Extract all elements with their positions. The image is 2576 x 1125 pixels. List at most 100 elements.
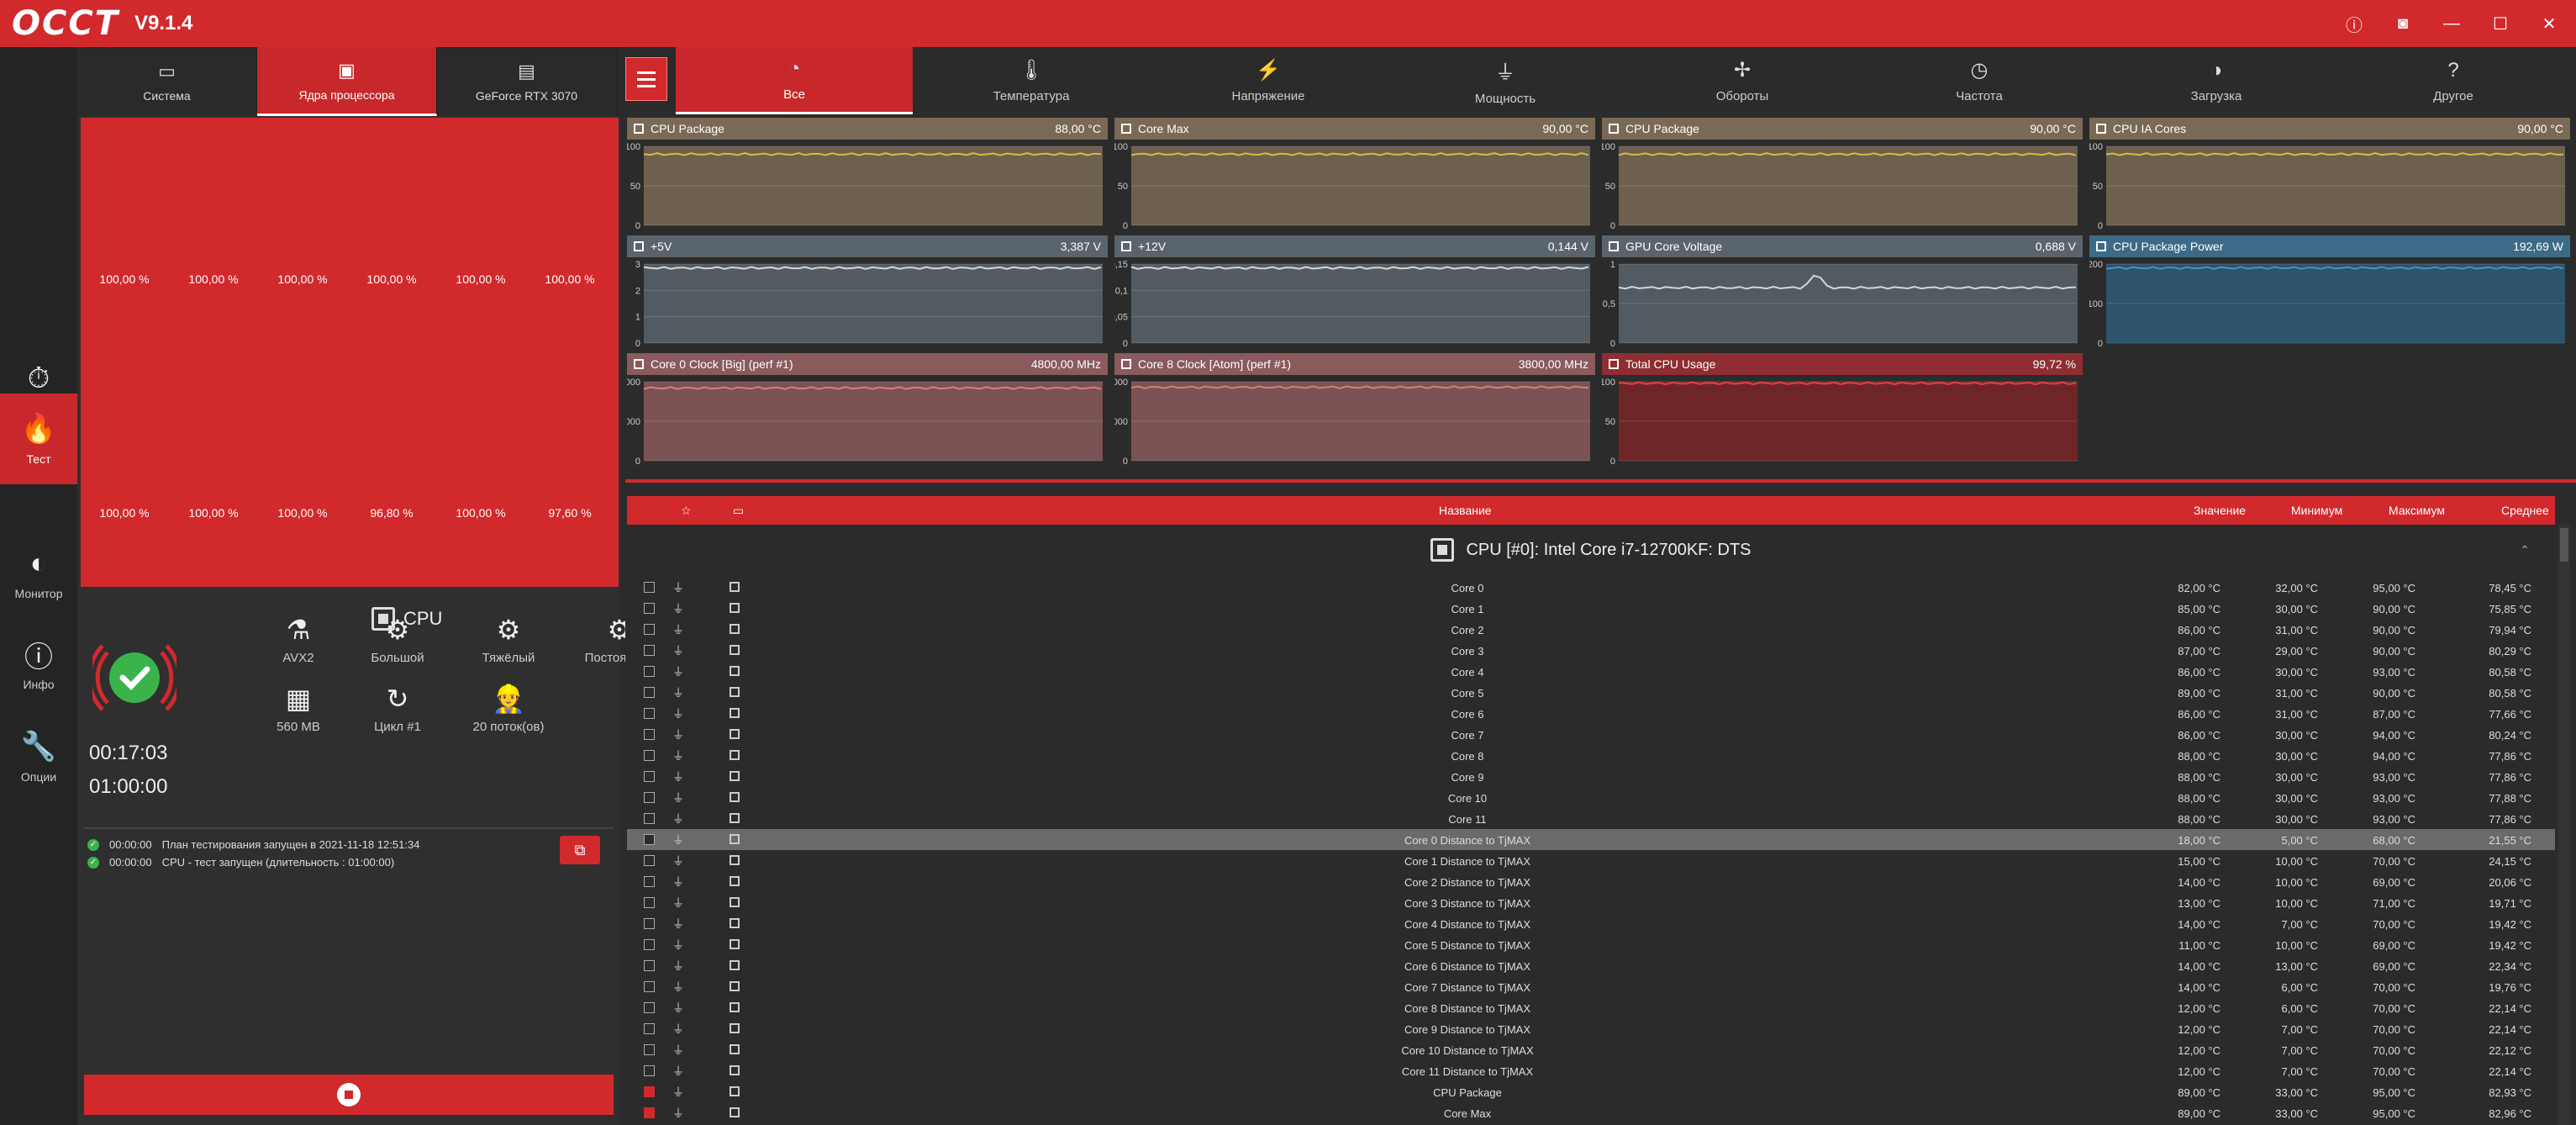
rail-item-2[interactable]: ◐ Монитор bbox=[0, 528, 77, 619]
row-checkbox[interactable] bbox=[644, 876, 655, 887]
table-row[interactable]: ⏚ Core 2 Distance to TjMAX 14,00 °C 10,00 °… bbox=[627, 871, 2555, 892]
table-row[interactable]: ⏚ Core Max 89,00 °C 33,00 °C 95,00 °C 82,96 °… bbox=[627, 1102, 2555, 1123]
thermometer-icon[interactable]: ⏚ bbox=[672, 1107, 684, 1120]
sensor-graph[interactable]: CPU Package 88,00 °C 100 50 0 bbox=[625, 118, 1108, 231]
graph-toggle-icon[interactable] bbox=[730, 603, 740, 613]
tab-2[interactable]: ⚡ Напряжение bbox=[1150, 47, 1387, 114]
graph-checkbox-icon[interactable] bbox=[1121, 359, 1131, 369]
row-checkbox[interactable] bbox=[644, 1002, 655, 1013]
camera-icon[interactable]: ◙ bbox=[2397, 13, 2409, 33]
sensor-graph[interactable]: Core 0 Clock [Big] (perf #1) 4800,00 MHz 4… bbox=[620, 353, 1108, 467]
tab-5[interactable]: ◷ Частота bbox=[1861, 47, 2098, 114]
graph-toggle-icon[interactable] bbox=[730, 1023, 740, 1033]
table-row[interactable]: ⏚ Core 9 Distance to TjMAX 12,00 °C 7,00 °C… bbox=[627, 1018, 2555, 1039]
graph-toggle-icon[interactable] bbox=[730, 1086, 740, 1096]
thermometer-icon[interactable]: ⏚ bbox=[672, 980, 684, 994]
thermometer-icon[interactable]: ⏚ bbox=[672, 1022, 684, 1036]
sensor-graph[interactable]: Total CPU Usage 99,72 % 100 50 0 bbox=[1600, 353, 2083, 467]
row-checkbox[interactable] bbox=[644, 792, 655, 803]
graph-checkbox-icon[interactable] bbox=[1609, 359, 1619, 369]
table-row[interactable]: ⏚ Core 5 Distance to TjMAX 11,00 °C 10,00 °… bbox=[627, 934, 2555, 955]
graph-toggle-icon[interactable] bbox=[730, 687, 740, 697]
scrollbar-thumb[interactable] bbox=[2560, 528, 2568, 562]
thermometer-icon[interactable]: ⏚ bbox=[672, 644, 684, 658]
row-checkbox[interactable] bbox=[644, 645, 655, 656]
row-checkbox[interactable] bbox=[644, 897, 655, 908]
graph-checkbox-icon[interactable] bbox=[1609, 241, 1619, 251]
thermometer-icon[interactable]: ⏚ bbox=[672, 749, 684, 763]
graph-toggle-icon[interactable] bbox=[730, 645, 740, 655]
row-checkbox[interactable] bbox=[644, 582, 655, 593]
info-icon[interactable]: ⓘ bbox=[2346, 16, 2363, 35]
thermometer-icon[interactable]: ⏚ bbox=[672, 707, 684, 721]
star-icon[interactable]: ☆ bbox=[681, 504, 692, 517]
graph-checkbox-icon[interactable] bbox=[634, 359, 644, 369]
column-value[interactable]: Значение bbox=[2194, 504, 2247, 517]
graph-toggle-icon[interactable] bbox=[730, 813, 740, 823]
row-checkbox[interactable] bbox=[644, 1023, 655, 1034]
table-scrollbar[interactable] bbox=[2558, 525, 2570, 1125]
graph-toggle-icon[interactable] bbox=[730, 750, 740, 760]
graph-checkbox-icon[interactable] bbox=[1609, 124, 1619, 134]
row-checkbox[interactable] bbox=[644, 960, 655, 971]
graph-checkbox-icon[interactable] bbox=[634, 241, 644, 251]
graph-toggle-icon[interactable] bbox=[730, 834, 740, 844]
row-checkbox[interactable] bbox=[644, 729, 655, 740]
graph-toggle-icon[interactable] bbox=[730, 1065, 740, 1075]
graph-toggle-icon[interactable] bbox=[730, 582, 740, 592]
table-row[interactable]: ⏚ Core 2 86,00 °C 31,00 °C 90,00 °C 79,94 °C bbox=[627, 619, 2555, 640]
thermometer-icon[interactable]: ⏚ bbox=[672, 581, 684, 594]
thermometer-icon[interactable]: ⏚ bbox=[672, 959, 684, 973]
table-row[interactable]: ⏚ Core 0 82,00 °C 32,00 °C 95,00 °C 78,45 °C bbox=[627, 577, 2555, 598]
table-row[interactable]: ⏚ Core 8 Distance to TjMAX 12,00 °C 6,00 °C… bbox=[627, 997, 2555, 1018]
tab-1[interactable]: ▣ Ядра процессора bbox=[257, 47, 437, 116]
table-row[interactable]: ⏚ Core 3 Distance to TjMAX 13,00 °C 10,00 °… bbox=[627, 892, 2555, 913]
row-checkbox[interactable] bbox=[644, 603, 655, 614]
graph-toggle-icon[interactable] bbox=[730, 939, 740, 949]
graph-toggle-icon[interactable] bbox=[730, 792, 740, 802]
sensor-group-header[interactable]: CPU [#0]: Intel Core i7-12700KF: DTS ⌃ bbox=[627, 526, 2555, 573]
graph-checkbox-icon[interactable] bbox=[2096, 124, 2106, 134]
table-row[interactable]: ⏚ Core 6 Distance to TjMAX 14,00 °C 13,00 °… bbox=[627, 955, 2555, 976]
thermometer-icon[interactable]: ⏚ bbox=[672, 938, 684, 952]
table-row[interactable]: ⏚ Core 9 88,00 °C 30,00 °C 93,00 °C 77,86 °C bbox=[627, 766, 2555, 787]
thermometer-icon[interactable]: ⏚ bbox=[672, 623, 684, 636]
panel-splitter[interactable] bbox=[625, 479, 2576, 483]
table-row[interactable]: ⏚ Core 4 Distance to TjMAX 14,00 °C 7,00 °C… bbox=[627, 913, 2555, 934]
row-checkbox[interactable] bbox=[644, 813, 655, 824]
thermometer-icon[interactable]: ⏚ bbox=[672, 1064, 684, 1078]
tab-2[interactable]: ▤ GeForce RTX 3070 bbox=[437, 47, 617, 116]
sensor-graph[interactable]: GPU Core Voltage 0,688 V 1 0,5 0 bbox=[1602, 235, 2083, 349]
thermometer-icon[interactable]: ⏚ bbox=[672, 896, 684, 910]
column-name[interactable]: Название bbox=[1439, 504, 1492, 517]
rail-item-3[interactable]: ⓘ Инфо bbox=[0, 619, 77, 710]
table-row[interactable]: ⏚ Core 5 89,00 °C 31,00 °C 90,00 °C 80,58 °C bbox=[627, 682, 2555, 703]
rail-item-1[interactable]: 🔥 Тест bbox=[0, 393, 77, 484]
graph-toggle-icon[interactable] bbox=[730, 897, 740, 907]
sensor-graph[interactable]: +5V 3,387 V 3 2 1 0 bbox=[627, 235, 1108, 349]
row-checkbox[interactable] bbox=[644, 750, 655, 761]
laptop-icon[interactable]: ▭ bbox=[733, 504, 745, 517]
column-max[interactable]: Максимум bbox=[2389, 504, 2445, 517]
sensor-graph[interactable]: CPU Package Power 192,69 W 200 100 0 bbox=[2088, 235, 2570, 349]
row-checkbox[interactable] bbox=[644, 1107, 655, 1118]
sensor-graph[interactable]: Core 8 Clock [Atom] (perf #1) 3800,00 MHz… bbox=[1108, 353, 1595, 467]
hamburger-menu-button[interactable] bbox=[625, 57, 667, 101]
graph-checkbox-icon[interactable] bbox=[2096, 241, 2106, 251]
table-row[interactable]: ⏚ Core 11 Distance to TjMAX 12,00 °C 7,00 °… bbox=[627, 1060, 2555, 1081]
graph-toggle-icon[interactable] bbox=[730, 981, 740, 991]
thermometer-icon[interactable]: ⏚ bbox=[672, 728, 684, 742]
copy-log-button[interactable]: ⧉ bbox=[560, 836, 600, 864]
tab-4[interactable]: ✢ Обороты bbox=[1624, 47, 1861, 114]
thermometer-icon[interactable]: ⏚ bbox=[672, 665, 684, 679]
table-row[interactable]: ⏚ Core 1 Distance to TjMAX 15,00 °C 10,00 °… bbox=[627, 850, 2555, 871]
thermometer-icon[interactable]: ⏚ bbox=[672, 854, 684, 868]
table-row[interactable]: ⏚ Core 1 85,00 °C 30,00 °C 90,00 °C 75,85 °C bbox=[627, 598, 2555, 619]
thermometer-icon[interactable]: ⏚ bbox=[672, 686, 684, 700]
thermometer-icon[interactable]: ⏚ bbox=[672, 875, 684, 889]
graph-toggle-icon[interactable] bbox=[730, 771, 740, 781]
minimize-icon[interactable]: — bbox=[2443, 13, 2460, 33]
graph-checkbox-icon[interactable] bbox=[634, 124, 644, 134]
table-row[interactable]: ⏚ Core 4 86,00 °C 30,00 °C 93,00 °C 80,58 °C bbox=[627, 661, 2555, 682]
graph-toggle-icon[interactable] bbox=[730, 855, 740, 865]
